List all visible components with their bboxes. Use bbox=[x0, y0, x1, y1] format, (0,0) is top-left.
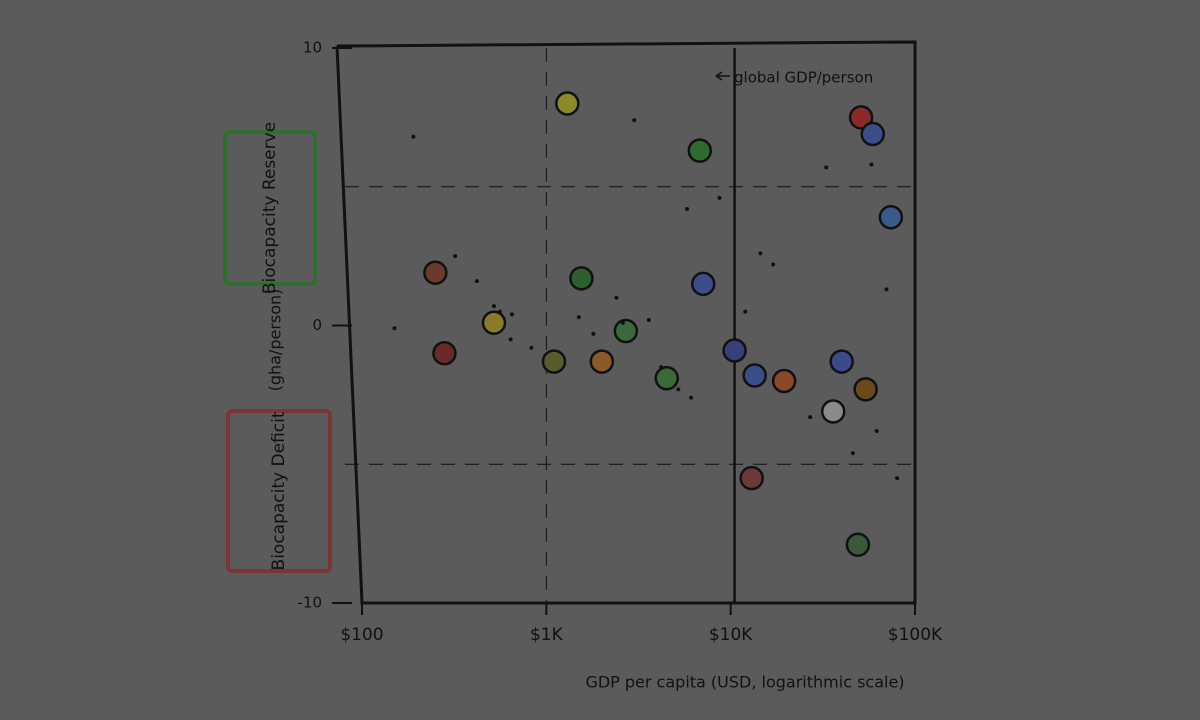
flag-marker bbox=[739, 465, 764, 491]
dot-marker bbox=[509, 312, 514, 317]
y-tick-label: 10 bbox=[303, 39, 322, 57]
flag-marker bbox=[860, 121, 886, 147]
x-tick-label: $10K bbox=[709, 625, 753, 645]
flag-marker bbox=[423, 260, 448, 286]
flag-marker bbox=[845, 532, 871, 557]
flag-marker bbox=[613, 318, 639, 344]
dot-marker bbox=[874, 428, 879, 433]
deficit-label: Biocapacity Deficit bbox=[269, 411, 289, 570]
flag-marker bbox=[742, 363, 767, 388]
y-tick-label: -10 bbox=[298, 594, 323, 612]
flag-marker bbox=[722, 338, 747, 363]
dot-marker bbox=[676, 387, 681, 392]
dot-marker bbox=[453, 254, 458, 259]
x-axis-label: GDP per capita (USD, logarithmic scale) bbox=[585, 673, 904, 692]
x-tick-label: $100 bbox=[340, 625, 383, 645]
flag-marker bbox=[853, 377, 878, 402]
dot-marker bbox=[497, 309, 502, 314]
dot-marker bbox=[771, 262, 776, 267]
flag-marker bbox=[432, 341, 457, 366]
dot-marker bbox=[614, 295, 619, 300]
annotation: global GDP/person bbox=[734, 69, 873, 87]
dot-marker bbox=[824, 165, 829, 170]
flag-marker bbox=[481, 310, 507, 335]
flag-marker bbox=[771, 368, 797, 394]
dot-marker bbox=[689, 395, 694, 400]
dot-marker bbox=[529, 345, 534, 350]
reserve-label: Biocapacity Reserve bbox=[260, 122, 280, 294]
dot-marker bbox=[620, 320, 625, 325]
dot-marker bbox=[884, 287, 889, 292]
dot-marker bbox=[895, 476, 900, 481]
dot-marker bbox=[685, 206, 690, 211]
x-tick-label: $1K bbox=[530, 625, 564, 645]
dot-marker bbox=[850, 451, 855, 456]
dot-marker bbox=[474, 279, 479, 284]
flag-marker bbox=[589, 349, 615, 374]
dot-marker bbox=[808, 415, 813, 420]
dot-marker bbox=[576, 315, 581, 320]
flag-marker bbox=[690, 271, 716, 297]
dot-marker bbox=[591, 331, 596, 336]
x-tick-label: $100K bbox=[888, 625, 943, 645]
flag-marker bbox=[541, 349, 567, 374]
dot-marker bbox=[392, 326, 397, 331]
dot-marker bbox=[659, 365, 664, 370]
dot-marker bbox=[758, 251, 763, 256]
flag-marker bbox=[848, 105, 874, 130]
dot-marker bbox=[717, 195, 722, 200]
deficit-box bbox=[226, 409, 332, 573]
dot-marker bbox=[411, 134, 416, 139]
reserve-box bbox=[223, 130, 317, 286]
flag-marker bbox=[569, 266, 594, 291]
y-axis-label: (gha/person) bbox=[266, 289, 285, 392]
flag-marker bbox=[829, 349, 854, 374]
annotation-arrowhead bbox=[715, 71, 723, 81]
flag-marker bbox=[555, 91, 580, 116]
flag-marker bbox=[878, 205, 904, 230]
dot-marker bbox=[646, 317, 651, 322]
flag-marker bbox=[687, 138, 713, 163]
dot-marker bbox=[632, 118, 637, 123]
y-tick-label: 0 bbox=[312, 316, 322, 334]
dot-marker bbox=[508, 337, 513, 342]
flag-marker bbox=[654, 365, 679, 391]
dot-marker bbox=[869, 162, 874, 167]
dot-marker bbox=[743, 309, 748, 314]
dot-marker bbox=[491, 304, 496, 309]
flag-marker bbox=[820, 399, 846, 424]
